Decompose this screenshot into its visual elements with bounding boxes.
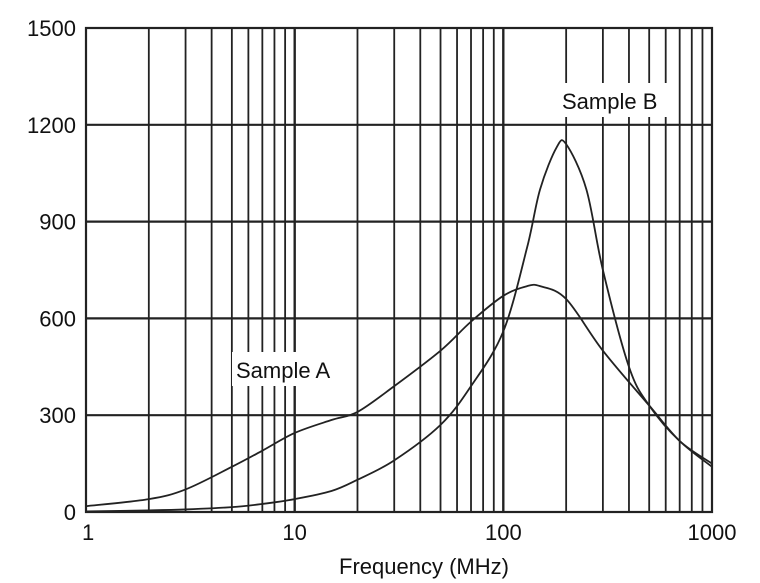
y-tick-label: 300 — [39, 403, 76, 428]
tick-labels: 0 300 600 900 1200 1500 1 10 100 1000 — [27, 16, 736, 545]
sample-b-label-bg — [558, 83, 676, 117]
y-tick-label: 0 — [64, 500, 76, 525]
plot-frame — [84, 26, 714, 514]
x-tick-label: 1 — [82, 520, 94, 545]
x-tick-label: 100 — [485, 520, 522, 545]
x-axis-label: Frequency (MHz) — [339, 554, 509, 579]
sample-b-curve — [85, 139, 713, 513]
series-labels: Sample A Sample B — [232, 83, 676, 386]
x-tick-label: 1000 — [688, 520, 737, 545]
y-tick-label: 900 — [39, 210, 76, 235]
sample-a-label: Sample A — [236, 358, 330, 383]
curves — [85, 139, 713, 513]
y-tick-label: 600 — [39, 306, 76, 331]
sample-a-label-bg — [232, 352, 348, 386]
y-tick-label: 1500 — [27, 16, 76, 41]
y-tick-label: 1200 — [27, 113, 76, 138]
sample-a-curve — [85, 283, 713, 508]
x-tick-label: 10 — [282, 520, 306, 545]
sample-b-label: Sample B — [562, 89, 657, 114]
grid — [86, 28, 712, 512]
